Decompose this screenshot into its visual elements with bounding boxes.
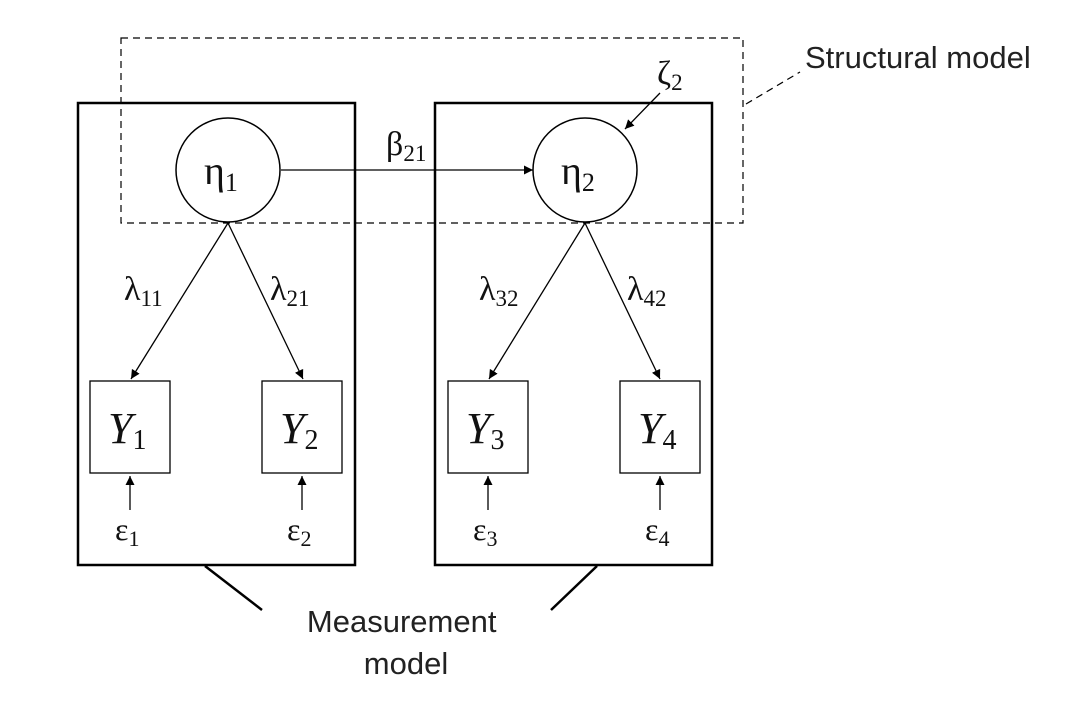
loading-lambda11-label: λ11 bbox=[124, 271, 163, 311]
measurement-box-right bbox=[433, 101, 714, 567]
indicator-y3: Y3 bbox=[447, 380, 529, 474]
latent-eta2: η2 bbox=[532, 117, 638, 223]
loading-lambda42-label: λ42 bbox=[627, 271, 667, 311]
disturbance-zeta2: ζ2 bbox=[657, 55, 683, 95]
latent-eta2-symbol: η bbox=[561, 148, 582, 193]
structural-model-box bbox=[120, 37, 744, 224]
latent-eta1: η1 bbox=[175, 117, 281, 223]
error-e3-label: ε3 bbox=[473, 511, 497, 551]
loading-lambda21-label: λ21 bbox=[270, 271, 310, 311]
error-e1-label: ε1 bbox=[115, 511, 139, 551]
measurement-model-label: Measurement model bbox=[307, 604, 505, 681]
svg-text:Y4: Y4 bbox=[638, 404, 676, 456]
measurement-model-label-line2: model bbox=[364, 646, 448, 681]
measurement-leader-left bbox=[204, 565, 263, 611]
error-e4-label: ε4 bbox=[645, 511, 669, 551]
structural-model-label: Structural model bbox=[805, 40, 1031, 75]
indicator-y2: Y2 bbox=[261, 380, 343, 474]
disturbance-zeta2-arrow bbox=[624, 92, 661, 130]
latent-eta1-subscript: 1 bbox=[225, 168, 238, 197]
svg-text:Y2: Y2 bbox=[280, 404, 318, 456]
measurement-leader-right bbox=[550, 565, 598, 611]
measurement-box-left bbox=[76, 101, 357, 567]
loading-lambda42-arrow bbox=[584, 222, 661, 380]
svg-text:η1: η1 bbox=[204, 148, 238, 197]
measurement-model-label-line1: Measurement bbox=[307, 604, 497, 639]
svg-text:Y1: Y1 bbox=[108, 404, 146, 456]
path-beta21-label: β21 bbox=[386, 126, 426, 166]
indicator-y1: Y1 bbox=[89, 380, 171, 474]
structural-model-leader bbox=[745, 71, 801, 105]
indicator-y4: Y4 bbox=[619, 380, 701, 474]
error-e2-label: ε2 bbox=[287, 511, 311, 551]
loading-lambda32-label: λ32 bbox=[479, 271, 519, 311]
loading-lambda32-arrow bbox=[488, 222, 586, 380]
svg-text:Y3: Y3 bbox=[466, 404, 504, 456]
loading-lambda11-arrow bbox=[130, 222, 229, 380]
svg-text:η2: η2 bbox=[561, 148, 595, 197]
latent-eta2-subscript: 2 bbox=[582, 168, 595, 197]
loading-lambda21-arrow bbox=[227, 222, 304, 380]
latent-eta1-symbol: η bbox=[204, 148, 225, 193]
